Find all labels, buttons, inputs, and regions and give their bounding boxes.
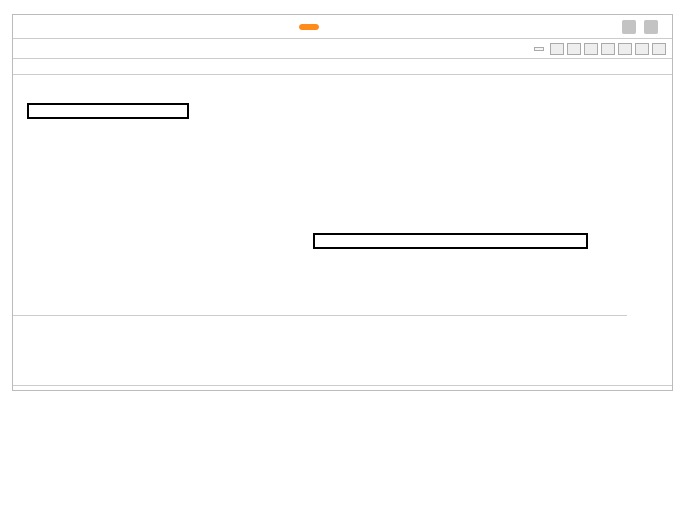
open-stock-ideas-button[interactable] xyxy=(299,24,319,30)
topbar xyxy=(13,15,672,39)
tool-icon-6[interactable] xyxy=(635,43,649,55)
volume-yaxis xyxy=(627,315,672,365)
volume-panel xyxy=(13,315,627,365)
flag-icon[interactable] xyxy=(622,20,636,34)
tool-icon-7[interactable] xyxy=(652,43,666,55)
chart-footer xyxy=(13,385,672,390)
tool-icon-3[interactable] xyxy=(584,43,598,55)
price-yaxis xyxy=(627,75,672,315)
tool-icon-4[interactable] xyxy=(601,43,615,55)
annotation-box-1 xyxy=(27,103,189,119)
annotation-box-2 xyxy=(313,233,588,249)
price-panel xyxy=(13,75,627,315)
tool-icon-1[interactable] xyxy=(550,43,564,55)
xaxis xyxy=(13,365,672,381)
gear-icon[interactable] xyxy=(644,20,658,34)
chart-area xyxy=(13,75,672,385)
statbar xyxy=(13,59,672,75)
tool-icon-2[interactable] xyxy=(567,43,581,55)
chart-frame xyxy=(12,14,673,391)
list-select[interactable] xyxy=(534,47,544,51)
subbar xyxy=(13,39,672,59)
tool-icon-5[interactable] xyxy=(618,43,632,55)
volume-chart-svg xyxy=(13,316,623,366)
